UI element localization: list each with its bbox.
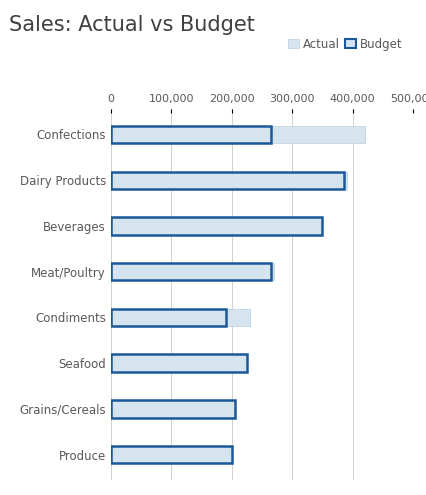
Legend: Actual, Budget: Actual, Budget [283, 33, 407, 55]
Bar [111, 400, 232, 418]
Bar [111, 263, 274, 280]
Bar [111, 217, 322, 235]
Bar [111, 217, 298, 235]
Bar [111, 263, 271, 280]
Bar [111, 309, 226, 326]
Bar [111, 171, 347, 189]
Bar [111, 446, 232, 463]
Bar [111, 171, 344, 189]
Bar [111, 446, 229, 463]
Text: Sales: Actual vs Budget: Sales: Actual vs Budget [9, 15, 254, 35]
Bar [111, 126, 271, 143]
Bar [111, 400, 235, 418]
Bar [111, 126, 365, 143]
Bar [111, 309, 250, 326]
Bar [111, 354, 239, 372]
Bar [111, 354, 247, 372]
